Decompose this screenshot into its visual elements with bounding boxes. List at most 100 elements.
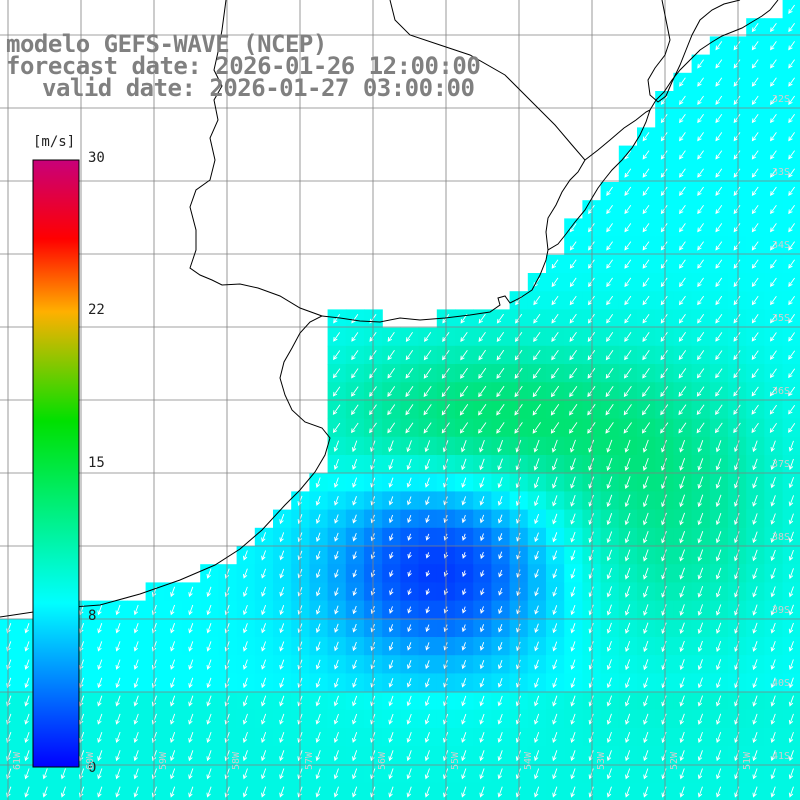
wind-arrow (97, 695, 103, 707)
wind-arrow (406, 678, 412, 688)
wind-arrow (242, 623, 248, 634)
wind-arrow (405, 350, 414, 361)
wind-arrow (715, 186, 723, 196)
wind-arrow (769, 404, 777, 415)
wind-arrow (624, 439, 631, 453)
wind-arrow (770, 495, 776, 507)
wind-arrow (606, 331, 614, 342)
wind-arrow (716, 731, 722, 743)
wind-arrow (206, 768, 212, 780)
wind-arrow (587, 349, 596, 361)
wind-arrow (788, 350, 796, 360)
wind-arrow (624, 531, 631, 544)
wind-arrow (552, 768, 558, 780)
wind-arrow (115, 659, 121, 670)
wind-arrow (733, 168, 741, 178)
wind-arrow (498, 623, 503, 633)
wind-arrow (279, 750, 285, 762)
wind-arrow (697, 659, 703, 671)
wind-arrow (623, 368, 632, 379)
wind-arrow (624, 586, 631, 598)
colorbar-unit: [m/s] (33, 134, 76, 150)
wind-arrow (24, 677, 30, 689)
wind-arrow (459, 422, 469, 434)
wind-arrow (424, 477, 430, 488)
wind-arrow (533, 458, 540, 471)
wind-arrow (224, 623, 230, 634)
wind-arrow (352, 750, 358, 762)
wind-arrow (660, 150, 668, 160)
wind-arrow (151, 641, 157, 652)
wind-arrow (715, 549, 722, 562)
wind-arrow (788, 41, 795, 51)
wind-arrow (697, 350, 705, 361)
wind-arrow (279, 550, 285, 561)
wind-arrow (24, 713, 30, 725)
wind-arrow (770, 223, 777, 233)
wind-arrow (587, 422, 596, 434)
wind-arrow (461, 477, 467, 488)
wind-arrow (770, 476, 776, 489)
wind-arrow (733, 422, 741, 434)
wind-arrow (261, 731, 267, 743)
wind-arrow (533, 349, 541, 361)
wind-arrow (570, 786, 576, 798)
wind-arrow (479, 458, 485, 471)
wind-arrow (351, 368, 359, 379)
wind-arrow (715, 332, 723, 342)
wind-arrow (714, 422, 723, 434)
wind-arrow (733, 186, 741, 196)
wind-arrow (387, 386, 396, 397)
wind-arrow (497, 768, 503, 780)
wind-arrow (42, 768, 48, 780)
wind-arrow (151, 731, 157, 743)
wind-arrow (770, 622, 776, 634)
wind-arrow (551, 259, 559, 269)
wind-arrow (497, 659, 503, 670)
wind-arrow (606, 259, 613, 269)
wind-arrow (715, 404, 723, 415)
wind-arrow (151, 659, 157, 670)
wind-arrow (788, 368, 796, 379)
wind-arrow (606, 531, 613, 544)
wind-arrow (407, 624, 412, 633)
wind-arrow (242, 750, 248, 762)
wind-arrow (407, 606, 412, 614)
wind-arrow (697, 677, 703, 689)
wind-arrow (151, 604, 157, 616)
wind-arrow (625, 786, 631, 798)
wind-arrow (224, 768, 230, 780)
wind-arrow (788, 404, 796, 415)
wind-arrow (570, 476, 576, 489)
wind-arrow (387, 404, 396, 416)
wind-arrow (679, 640, 685, 653)
wind-arrow (587, 404, 596, 416)
wind-arrow (715, 386, 723, 397)
wind-arrow (606, 241, 613, 251)
wind-arrow (642, 241, 650, 251)
wind-arrow (733, 77, 741, 87)
wind-arrow (751, 22, 759, 33)
wind-arrow (425, 552, 430, 559)
coastline-uruguay (321, 0, 779, 323)
wind-arrow (279, 605, 285, 616)
wind-arrow (462, 552, 467, 559)
wind-arrow (679, 622, 685, 634)
wind-arrow (478, 385, 487, 398)
wind-arrow (352, 605, 357, 615)
wind-arrow (534, 713, 540, 725)
wind-arrow (733, 350, 741, 361)
wind-arrow (242, 677, 248, 689)
wind-arrow (660, 313, 668, 324)
wind-arrow (770, 695, 776, 707)
wind-arrow (643, 677, 649, 689)
wind-arrow (660, 95, 668, 105)
wind-arrow (478, 403, 487, 416)
wind-arrow (388, 496, 394, 506)
wind-arrow (351, 440, 358, 453)
wind-arrow (279, 641, 285, 652)
wind-arrow (643, 768, 649, 780)
wind-arrow (678, 386, 687, 397)
wind-arrow (496, 331, 505, 342)
wind-arrow (715, 350, 723, 361)
